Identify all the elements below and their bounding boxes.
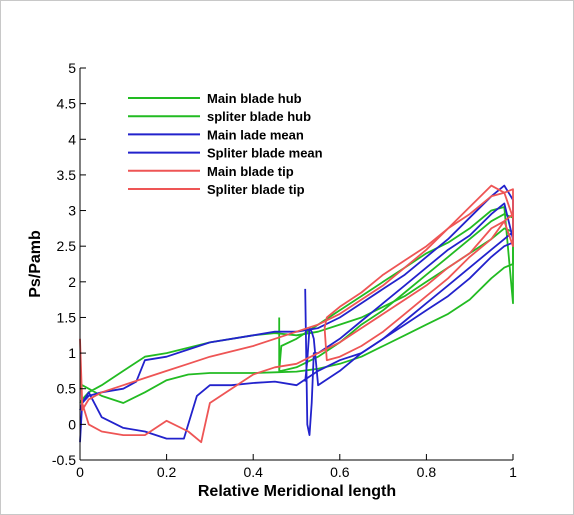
x-tick-label: 0.8 [417,464,437,480]
y-tick-label: 3 [68,203,76,219]
legend-label: Main blade hub [207,91,302,106]
series-line [79,184,514,444]
y-tick-label: 1 [68,345,76,361]
x-axis-title: Relative Meridional length [198,483,396,500]
ticks: -0.500.511.522.533.544.550 0.2 0.4 0.6 0.8 1 [52,60,517,480]
plot-lines [79,184,514,444]
legend-label: Main blade tip [207,164,294,179]
y-tick-label: 4.5 [57,96,77,112]
series-line [79,227,514,404]
axes [79,68,513,461]
x-tick-label: 0.4 [243,464,263,480]
y-tick-label: 2.5 [57,238,77,254]
y-tick-label: 5 [68,60,76,76]
series-line [323,191,514,362]
x-tick-label: 1 [509,464,517,480]
y-tick-label: 3.5 [57,167,77,183]
y-tick-label: 0 [68,416,76,432]
x-tick-label: 0.6 [330,464,350,480]
legend-label: Main lade mean [207,127,304,142]
y-tick-label: 1.5 [57,309,77,325]
x-tick-label: 0 [76,464,84,480]
y-tick-label: 4 [68,131,76,147]
series-line [278,206,514,372]
y-tick-label: 2 [68,274,76,290]
legend-label: spliter blade hub [207,109,311,124]
y-axis-title: Ps/Pamb [27,230,44,298]
legend: Main blade hub spliter blade hub Main lade… [128,91,323,197]
legend-label: Spliter blade mean [207,146,323,161]
legend-label: Spliter blade tip [207,182,305,197]
y-tick-label: -0.5 [52,452,76,468]
x-tick-label: 0.2 [157,464,177,480]
y-tick-label: 0.5 [57,381,77,397]
